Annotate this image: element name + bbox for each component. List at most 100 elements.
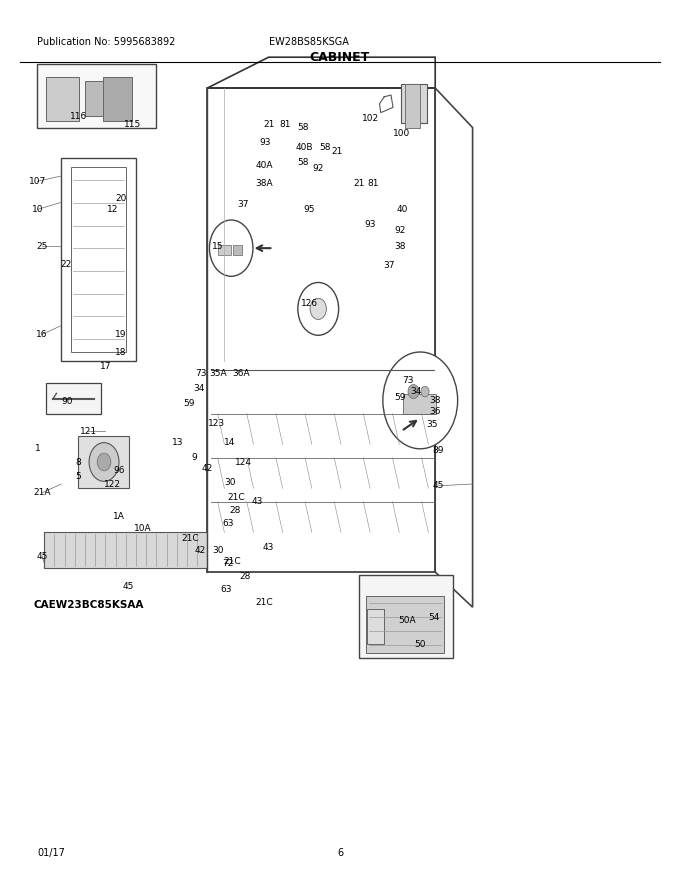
Text: 9: 9 (191, 453, 197, 462)
FancyBboxPatch shape (405, 84, 420, 128)
Text: 14: 14 (224, 438, 235, 447)
Text: 16: 16 (37, 330, 48, 339)
Text: 35: 35 (426, 420, 437, 429)
Text: 116: 116 (69, 112, 87, 121)
Text: 19: 19 (116, 330, 126, 339)
Text: 122: 122 (103, 480, 121, 488)
Circle shape (421, 386, 429, 397)
Text: 10: 10 (32, 205, 43, 214)
Text: 38: 38 (394, 242, 405, 251)
Text: 124: 124 (235, 458, 252, 466)
FancyBboxPatch shape (401, 84, 427, 123)
Text: 93: 93 (260, 138, 271, 147)
Text: 89: 89 (433, 446, 444, 455)
Text: 34: 34 (411, 387, 422, 396)
Text: 12: 12 (107, 205, 118, 214)
Circle shape (383, 352, 458, 449)
Text: 21C: 21C (255, 598, 273, 607)
Circle shape (310, 298, 326, 319)
Text: 30: 30 (224, 478, 235, 487)
Text: 50: 50 (415, 640, 426, 649)
FancyBboxPatch shape (233, 245, 242, 255)
Text: 1A: 1A (113, 512, 125, 521)
Text: 90: 90 (61, 397, 72, 406)
FancyBboxPatch shape (78, 436, 129, 488)
Text: 20: 20 (116, 194, 126, 202)
FancyBboxPatch shape (46, 383, 101, 414)
Text: 58: 58 (297, 158, 308, 167)
Text: 63: 63 (220, 585, 231, 594)
Text: 21: 21 (331, 147, 342, 156)
Text: 6: 6 (337, 848, 343, 858)
Circle shape (408, 385, 419, 399)
Text: 100: 100 (392, 129, 410, 138)
Circle shape (298, 282, 339, 335)
Text: 93: 93 (365, 220, 376, 229)
Text: 36A: 36A (233, 369, 250, 378)
Text: 54: 54 (428, 613, 439, 622)
Text: 15: 15 (212, 242, 223, 251)
Text: 73: 73 (403, 376, 413, 385)
FancyBboxPatch shape (403, 394, 436, 414)
Text: 59: 59 (184, 399, 194, 407)
Text: 43: 43 (252, 497, 262, 506)
Text: 40B: 40B (296, 143, 313, 152)
Text: 38A: 38A (255, 179, 273, 187)
Text: 21A: 21A (33, 488, 51, 497)
Text: 28: 28 (229, 506, 240, 515)
FancyBboxPatch shape (37, 64, 156, 128)
Text: 18: 18 (116, 348, 126, 356)
Text: 45: 45 (37, 552, 48, 561)
Text: 01/17: 01/17 (37, 848, 65, 858)
Text: 22: 22 (61, 260, 71, 268)
Circle shape (89, 443, 119, 481)
Text: 1: 1 (35, 444, 40, 453)
Text: 21C: 21C (182, 534, 199, 543)
Text: 123: 123 (207, 419, 225, 428)
Text: EW28BS85KSGA: EW28BS85KSGA (269, 37, 348, 47)
Text: 35A: 35A (209, 369, 226, 378)
Text: 92: 92 (313, 165, 324, 173)
Text: 58: 58 (320, 143, 330, 152)
Text: CAEW23BC85KSAA: CAEW23BC85KSAA (33, 600, 143, 611)
FancyBboxPatch shape (85, 81, 112, 116)
Text: 10A: 10A (134, 524, 152, 532)
Text: 63: 63 (222, 519, 233, 528)
FancyBboxPatch shape (44, 532, 207, 568)
FancyBboxPatch shape (46, 77, 79, 121)
Circle shape (209, 220, 253, 276)
FancyBboxPatch shape (366, 596, 444, 653)
Text: CABINET: CABINET (310, 51, 370, 64)
FancyBboxPatch shape (218, 245, 231, 255)
Text: 37: 37 (238, 200, 249, 209)
Text: 17: 17 (100, 363, 111, 371)
Text: 21: 21 (354, 179, 364, 187)
Text: 96: 96 (114, 466, 124, 475)
Text: 21C: 21C (224, 557, 241, 566)
FancyBboxPatch shape (103, 77, 132, 121)
Text: 38: 38 (430, 396, 441, 405)
Text: 28: 28 (239, 572, 250, 581)
Text: 43: 43 (263, 543, 274, 552)
Text: 126: 126 (301, 299, 318, 308)
Text: 45: 45 (122, 583, 133, 591)
Text: 115: 115 (124, 121, 141, 129)
Text: 92: 92 (394, 226, 405, 235)
Text: 40: 40 (397, 205, 408, 214)
Text: 40A: 40A (255, 161, 273, 170)
Text: 42: 42 (195, 546, 206, 554)
Text: 58: 58 (297, 123, 308, 132)
Text: 8: 8 (75, 458, 81, 466)
Text: 37: 37 (384, 261, 394, 270)
Text: 81: 81 (367, 179, 378, 187)
Text: 107: 107 (29, 177, 46, 186)
Text: 13: 13 (173, 438, 184, 447)
Text: 21: 21 (263, 121, 274, 129)
Text: 45: 45 (433, 481, 444, 490)
FancyBboxPatch shape (367, 609, 384, 644)
Text: Publication No: 5995683892: Publication No: 5995683892 (37, 37, 175, 47)
Text: 21C: 21C (228, 493, 245, 502)
Text: 25: 25 (37, 242, 48, 251)
Text: 102: 102 (362, 114, 379, 123)
Text: 5: 5 (75, 473, 81, 481)
